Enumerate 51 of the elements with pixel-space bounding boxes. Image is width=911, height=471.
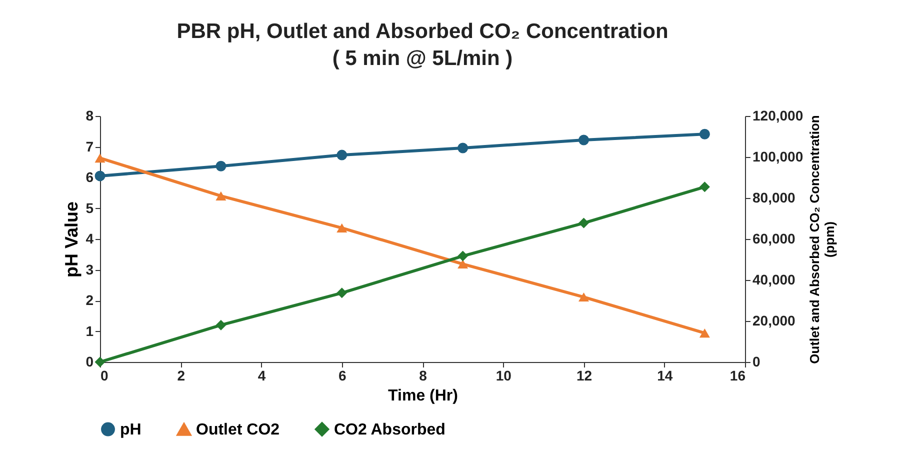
point: [458, 250, 468, 262]
y2-tick-label: 80,000: [752, 190, 796, 206]
point: [216, 320, 226, 330]
point: [699, 128, 710, 140]
point: [699, 328, 710, 338]
y2-tick-label: 60,000: [752, 230, 796, 246]
legend-label: CO2 Absorbed: [334, 421, 446, 438]
point: [94, 356, 106, 368]
point: [458, 259, 468, 269]
point: [458, 142, 468, 154]
y-tick-label: 4: [86, 230, 94, 246]
y2-tick-label: 100,000: [752, 148, 804, 164]
y-tick-label: 6: [86, 169, 94, 185]
x-tick-label: 12: [576, 368, 592, 384]
point: [216, 160, 226, 172]
x-tick-label: 0: [100, 368, 108, 384]
y2-tick-label: 20,000: [752, 312, 796, 328]
point: [336, 288, 348, 298]
y2-tick-label: 120,000: [752, 108, 804, 124]
legend-label: pH: [120, 421, 142, 438]
y-tick-label: 0: [86, 354, 94, 370]
x-tick-label: 2: [177, 368, 186, 384]
x-axis-title: Time (Hr): [388, 388, 458, 404]
y-axis-title: pH Value: [62, 201, 82, 278]
point: [94, 170, 106, 182]
y-tick-label: 2: [86, 292, 94, 308]
legend-label: Outlet CO2: [196, 422, 280, 439]
y2-axis-title: Outlet and Absorbed CO₂ Concentration (ppm): [807, 115, 838, 364]
x-tick-label: 16: [730, 368, 746, 384]
point: [578, 292, 589, 302]
point: [699, 182, 710, 192]
y-tick-label: 1: [86, 322, 94, 339]
point: [578, 218, 589, 228]
y-tick-label: 7: [86, 138, 94, 154]
x-tick-label: 14: [657, 368, 673, 384]
point: [216, 191, 226, 200]
chart-subtitle: ( 5 min @ 5L/min ): [332, 47, 513, 70]
y2-tick-label: 40,000: [752, 272, 796, 288]
x-tick-label: 10: [496, 368, 512, 384]
point: [336, 223, 348, 232]
point: [94, 153, 106, 163]
y-tick-label: 8: [86, 108, 94, 124]
point: [336, 150, 348, 160]
point: [578, 134, 589, 146]
y2-tick-label: 0: [752, 354, 760, 370]
y-tick-label: 3: [86, 261, 94, 278]
x-tick-label: 8: [419, 368, 428, 384]
x-tick-label: 6: [338, 368, 346, 384]
chart-title: PBR pH, Outlet and Absorbed CO₂ Concentration: [176, 20, 668, 43]
y-tick-label: 5: [86, 200, 94, 216]
x-tick-label: 4: [258, 368, 266, 384]
